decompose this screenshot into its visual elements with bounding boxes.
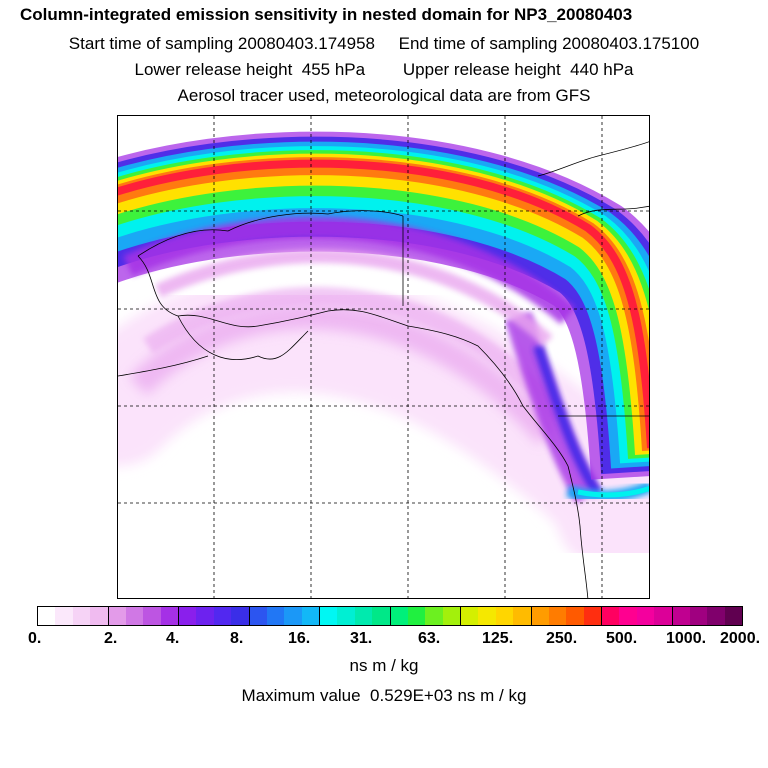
colorbar-cell bbox=[160, 607, 179, 625]
colorbar-tick-label: 125. bbox=[482, 630, 514, 647]
colorbar-cell bbox=[654, 607, 673, 625]
coastline bbox=[137, 255, 329, 328]
plume-lower-branch bbox=[143, 286, 566, 422]
colorbar-cell bbox=[407, 607, 426, 625]
colorbar-cell bbox=[531, 607, 549, 625]
colorbar-cell bbox=[602, 607, 620, 625]
colorbar-cell bbox=[90, 607, 109, 625]
colorbar-cell bbox=[442, 607, 461, 625]
colorbar-cell bbox=[689, 607, 708, 625]
colorbar-cell bbox=[513, 607, 532, 625]
colorbar-tick-label: 2000. bbox=[720, 630, 761, 647]
colorbar-tick-labels: 0. 2. 4. 8. 16. 31. 63. 125. 250. 500. 1000. 2000. bbox=[0, 630, 768, 650]
colorbar-cell bbox=[390, 607, 408, 625]
maximum-value-text: Maximum value 0.529E+03 ns m / kg bbox=[241, 686, 527, 705]
colorbar-cell bbox=[301, 607, 320, 625]
plume-inner-stripe bbox=[155, 249, 553, 347]
release-height-line: Lower release height 455 hPa Upper relea… bbox=[134, 60, 634, 79]
colorbar-tick-label: 2. bbox=[104, 630, 118, 647]
colorbar-cell bbox=[707, 607, 725, 625]
colorbar-cell bbox=[495, 607, 514, 625]
tracer-info-line: Aerosol tracer used, meteorological data… bbox=[177, 86, 591, 105]
colorbar-cell bbox=[583, 607, 602, 625]
colorbar-tick-label: 63. bbox=[418, 630, 441, 647]
colorbar-cell bbox=[231, 607, 250, 625]
colorbar-cell bbox=[354, 607, 373, 625]
colorbar-cell bbox=[461, 607, 479, 625]
plume-tail bbox=[533, 344, 603, 497]
colorbar-cell bbox=[478, 607, 496, 625]
colorbar-cell bbox=[724, 607, 742, 625]
colorbar-cell bbox=[672, 607, 690, 625]
colorbar bbox=[37, 606, 743, 626]
sampling-time-line: Start time of sampling 20080403.174958 E… bbox=[68, 34, 700, 53]
coastline bbox=[118, 355, 209, 377]
colorbar-tick-label: 250. bbox=[546, 630, 578, 647]
colorbar-cell bbox=[249, 607, 267, 625]
colorbar-cell bbox=[179, 607, 197, 625]
colorbar-cell bbox=[566, 607, 584, 625]
plume-arc-band bbox=[118, 159, 649, 449]
colorbar-cell bbox=[38, 607, 56, 625]
coastline bbox=[537, 141, 649, 177]
colorbar-cell bbox=[125, 607, 144, 625]
colorbar-cell bbox=[320, 607, 338, 625]
colorbar-tick-label: 16. bbox=[288, 630, 311, 647]
colorbar-tick-label: 1000. bbox=[666, 630, 707, 647]
emission-sensitivity-map bbox=[117, 115, 650, 599]
colorbar-cell bbox=[213, 607, 232, 625]
plume-inner-stripe bbox=[123, 216, 576, 325]
colorbar-cell bbox=[619, 607, 637, 625]
plume-tail bbox=[577, 485, 649, 498]
lat-lon-gridlines bbox=[118, 116, 649, 598]
colorbar-units: ns m / kg bbox=[349, 656, 419, 675]
colorbar-cell bbox=[372, 607, 391, 625]
sensitivity-plume bbox=[118, 131, 649, 576]
colorbar-tick-label: 4. bbox=[166, 630, 180, 647]
coastlines bbox=[118, 141, 649, 598]
colorbar-cell bbox=[55, 607, 73, 625]
colorbar-cell bbox=[196, 607, 214, 625]
plume-tail bbox=[504, 311, 601, 504]
colorbar-tick-label: 0. bbox=[28, 630, 42, 647]
colorbar-cell bbox=[284, 607, 302, 625]
coastline bbox=[577, 205, 649, 217]
coastline bbox=[522, 405, 589, 598]
colorbar-cell bbox=[548, 607, 567, 625]
colorbar-cell bbox=[266, 607, 285, 625]
coastline bbox=[177, 315, 309, 360]
colorbar-cell bbox=[108, 607, 126, 625]
colorbar-cell bbox=[143, 607, 161, 625]
colorbar-cell bbox=[425, 607, 443, 625]
coastline bbox=[327, 309, 524, 407]
colorbar-cell bbox=[337, 607, 355, 625]
colorbar-cell bbox=[72, 607, 91, 625]
figure-title: Column-integrated emission sensitivity i… bbox=[20, 5, 633, 24]
colorbar-tick-label: 8. bbox=[230, 630, 244, 647]
colorbar-cell bbox=[636, 607, 655, 625]
map-canvas bbox=[118, 116, 649, 598]
plume-lower-branch bbox=[128, 303, 558, 445]
colorbar-tick-label: 500. bbox=[606, 630, 638, 647]
colorbar-tick-label: 31. bbox=[350, 630, 373, 647]
